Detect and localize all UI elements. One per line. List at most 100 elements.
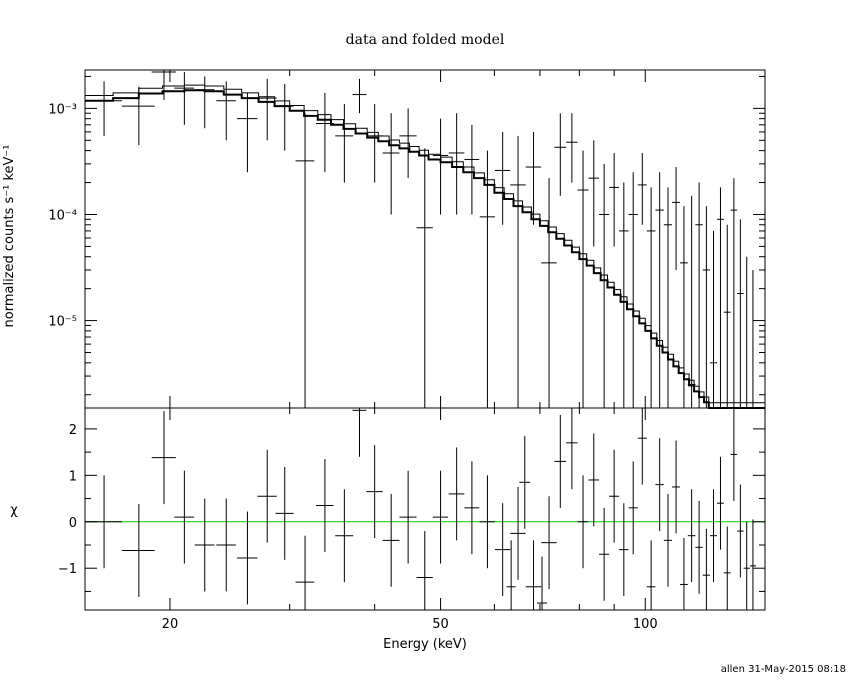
data-point [335,103,354,183]
data-point [687,195,696,408]
data-point [295,113,315,408]
residual-frame [84,407,766,611]
res-y-tick-label: −1 [58,562,77,577]
residual-point [335,489,354,583]
residual-panel: 20 50 100 −1 0 1 2 [58,407,766,632]
data-point [577,150,589,408]
data-point [494,131,511,225]
residual-point [737,484,744,578]
data-point [598,163,610,408]
residual-point [174,470,195,564]
residual-point [566,408,578,490]
data-point [588,140,599,247]
res-y-tick-label: 1 [69,469,77,484]
residual-point [494,503,511,597]
spectrum-axis-ticks: 10⁻³ 10⁻⁴ 10⁻⁵ [48,70,765,408]
data-point [432,118,449,215]
chart-title: data and folded model [346,32,505,48]
data-point [316,92,334,173]
data-point [730,178,738,408]
data-point [541,178,557,408]
residual-point [194,498,215,592]
data-point [723,224,731,408]
x-axis-label: Energy (keV) [383,637,467,652]
x-tick-label: 20 [162,617,179,632]
residual-point [151,411,176,505]
residual-point [717,456,724,550]
data-point [737,219,744,408]
residual-point [749,519,757,610]
residual-point [416,531,433,610]
data-point [85,81,122,136]
data-point [609,152,620,247]
data-point [743,256,750,409]
x-tick-label: 100 [633,617,658,632]
model-histogram [85,84,765,409]
y-tick-label: 10⁻⁵ [48,315,77,330]
data-point [194,76,215,129]
data-point [237,92,258,173]
data-point [672,167,681,270]
data-point [416,148,433,408]
data-point [366,103,383,183]
spectrum-panel: 10⁻³ 10⁻⁴ 10⁻⁵ [48,69,766,409]
data-point [717,187,724,408]
model-step-line [85,89,765,409]
residual-point [619,503,629,597]
data-point [637,152,647,225]
data-point [257,78,277,141]
data-point [680,206,688,408]
data-point [510,135,526,408]
residual-point [663,493,673,587]
residual-point [672,440,681,534]
residual-point [646,540,656,610]
y-tick-label: 10⁻⁴ [48,208,77,223]
data-point [448,113,465,215]
data-point [619,182,629,408]
model-step-line-secondary [85,84,765,404]
residual-point [598,507,610,601]
data-point [479,150,495,408]
residual-point [655,438,664,532]
data-point [655,172,664,408]
residual-point [637,408,647,485]
data-point [709,230,718,408]
residual-point [723,526,731,610]
residual-points [85,408,757,610]
residual-axis-ticks: 20 50 100 −1 0 1 2 [58,408,765,632]
res-y-tick-label: 2 [69,423,77,438]
residual-point [554,414,567,508]
residual-point [237,511,258,605]
data-point [646,187,656,408]
residual-point [382,493,400,587]
y-tick-label: 10⁻³ [48,102,77,117]
data-point [525,131,542,225]
data-point [566,113,578,183]
residual-point [275,466,294,560]
residual-point [680,538,688,610]
residual-point [216,498,236,592]
data-point [216,81,236,141]
residual-point [577,475,589,569]
residual-point [702,528,710,610]
residual-point [743,521,750,610]
res-y-tick-label: 0 [69,516,77,531]
data-point [663,187,673,408]
data-point [554,113,567,196]
residual-point [628,461,638,555]
data-point [702,206,710,408]
residual-point [295,535,315,610]
y-axis-label-bottom: χ [10,503,18,518]
residual-point [448,447,465,541]
residual-point [510,486,526,580]
residual-point [730,408,738,501]
data-point [174,72,195,125]
residual-point [432,470,449,564]
residual-point [588,433,599,527]
footer-stamp: allen 31-May-2015 08:18 [721,664,846,675]
residual-point [709,489,718,583]
data-point [352,78,367,114]
residual-point [464,461,480,555]
residual-point [366,445,383,539]
residual-point [316,459,334,552]
